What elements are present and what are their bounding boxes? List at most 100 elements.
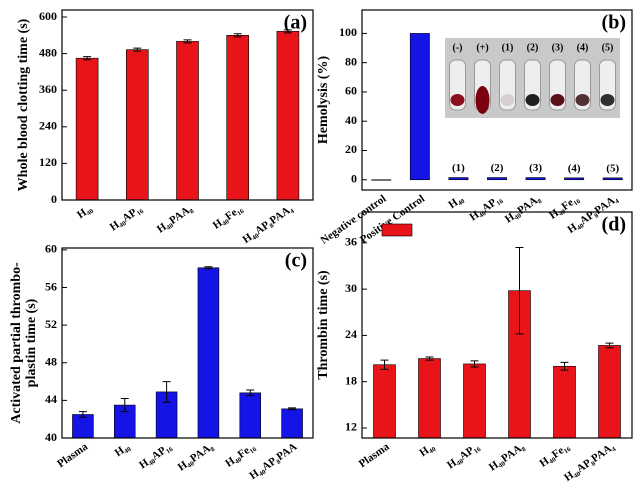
y-tick-label: 20 <box>345 142 357 156</box>
bar <box>239 392 262 439</box>
x-tick-label: H₄₀AP₈PAA <box>247 441 299 482</box>
bar <box>176 41 199 201</box>
y-tick-label: 480 <box>39 45 57 59</box>
tube-content <box>525 94 540 106</box>
y-tick-label: 240 <box>39 119 57 133</box>
bar <box>602 177 623 181</box>
bar <box>371 179 392 181</box>
bar <box>418 358 441 439</box>
error-bar <box>83 56 92 61</box>
plot-frame <box>361 211 633 439</box>
bar <box>448 177 469 181</box>
x-tick-label: H₄₀ <box>446 192 466 211</box>
y-tick-label: 100 <box>339 25 357 39</box>
inset-label: (2) <box>527 42 539 53</box>
x-tick-label: H₄₀AP₁₆ <box>445 440 482 471</box>
y-tick-label: 48 <box>45 355 57 369</box>
error-bar <box>605 342 614 349</box>
error-bar <box>560 361 569 371</box>
x-tick-label: H₄₀Fe₁₆ <box>223 440 258 469</box>
error-bar <box>470 360 479 368</box>
y-tick-label: 44 <box>45 392 57 406</box>
x-tick-label: H₄₀Fe₁₆ <box>211 202 246 231</box>
bar <box>373 364 396 439</box>
y-tick-label: 18 <box>345 373 357 387</box>
y-tick-label: 80 <box>345 54 357 68</box>
bar <box>409 33 430 181</box>
x-tick-label: H₄₀PAA₈ <box>176 440 216 473</box>
bar <box>487 177 507 181</box>
bar-annotation: (3) <box>529 162 542 174</box>
error-bar <box>246 389 255 397</box>
plot-frame <box>361 9 633 191</box>
y-tick-label: 24 <box>345 327 357 341</box>
y-tick-label: 56 <box>45 279 57 293</box>
tube-content <box>550 94 565 106</box>
x-tick-label: Plasma <box>55 440 90 470</box>
inset-label: (5) <box>602 42 614 53</box>
legend-swatch <box>381 223 413 237</box>
bar <box>598 345 621 439</box>
x-tick-label: H₄₀PAA₈ <box>487 440 527 473</box>
plot-frame <box>61 9 314 201</box>
bar <box>525 177 546 181</box>
inset-label: (3) <box>552 42 564 53</box>
y-axis-label: Thrombin time (s) <box>316 270 331 380</box>
x-tick-label: H₄₀ <box>75 202 95 221</box>
inset-label: (4) <box>577 42 589 53</box>
y-tick-label: 60 <box>345 84 357 98</box>
y-tick-label: 36 <box>345 235 357 249</box>
error-bar <box>233 33 242 38</box>
tube-content <box>600 94 615 106</box>
x-tick-label: H₄₀PAA₈ <box>155 202 195 235</box>
panel-label: (d) <box>602 214 626 236</box>
error-bar <box>283 29 292 34</box>
x-tick-label: H₄₀Fe₁₆ <box>537 440 572 469</box>
bar <box>463 363 486 439</box>
x-tick-label: Positive Control <box>358 193 427 246</box>
error-bar <box>380 359 389 370</box>
tube-content <box>475 86 490 114</box>
y-tick-label: 0 <box>51 192 57 206</box>
error-bar <box>425 356 434 361</box>
x-tick-label: H₄₀AP₈PAA₄ <box>241 202 296 246</box>
plot-frame <box>61 247 314 439</box>
x-tick-label: H₄₀AP₈PAA₄ <box>562 440 617 484</box>
error-bar <box>183 39 192 44</box>
bar <box>281 408 303 439</box>
y-tick-label: 360 <box>39 82 57 96</box>
x-tick-label: H₄₀ <box>113 440 133 459</box>
y-tick-label: 0 <box>351 172 357 186</box>
x-tick-label: H₄₀AP₁₆ <box>137 440 174 471</box>
inset-label: (+) <box>476 42 488 53</box>
y-tick-label: 52 <box>45 317 57 331</box>
error-bar <box>204 266 213 270</box>
inset-label: (-) <box>453 42 463 53</box>
y-tick-label: 30 <box>345 281 357 295</box>
y-axis-label: plastin time (s) <box>24 298 39 387</box>
bar <box>226 35 249 201</box>
tube-content <box>450 94 465 106</box>
y-tick-label: 120 <box>39 155 57 169</box>
inset-label: (1) <box>502 42 514 53</box>
bar <box>126 49 149 201</box>
y-tick-label: 600 <box>39 9 57 23</box>
bar-annotation: (2) <box>491 162 504 174</box>
bar-annotation: (5) <box>606 162 619 174</box>
y-tick-label: 40 <box>45 430 57 444</box>
bar <box>197 267 220 439</box>
panel-label: (a) <box>284 12 307 34</box>
x-tick-label: H₄₀PAA₈ <box>503 192 543 225</box>
y-axis-label: Hemolysis (%) <box>316 56 331 145</box>
y-tick-label: 40 <box>345 113 357 127</box>
bar-annotation: (1) <box>452 162 465 174</box>
bar <box>75 57 99 201</box>
y-axis-label: Activated partial thrombo- <box>9 262 24 424</box>
x-tick-label: H₄₀ <box>417 440 437 459</box>
error-bar <box>120 397 129 413</box>
x-tick-label: H₄₀AP₁₆ <box>467 192 504 223</box>
bar-annotation: (4) <box>568 162 581 174</box>
error-bar <box>515 246 524 335</box>
error-bar <box>133 47 142 52</box>
panel-label: (b) <box>602 12 626 34</box>
